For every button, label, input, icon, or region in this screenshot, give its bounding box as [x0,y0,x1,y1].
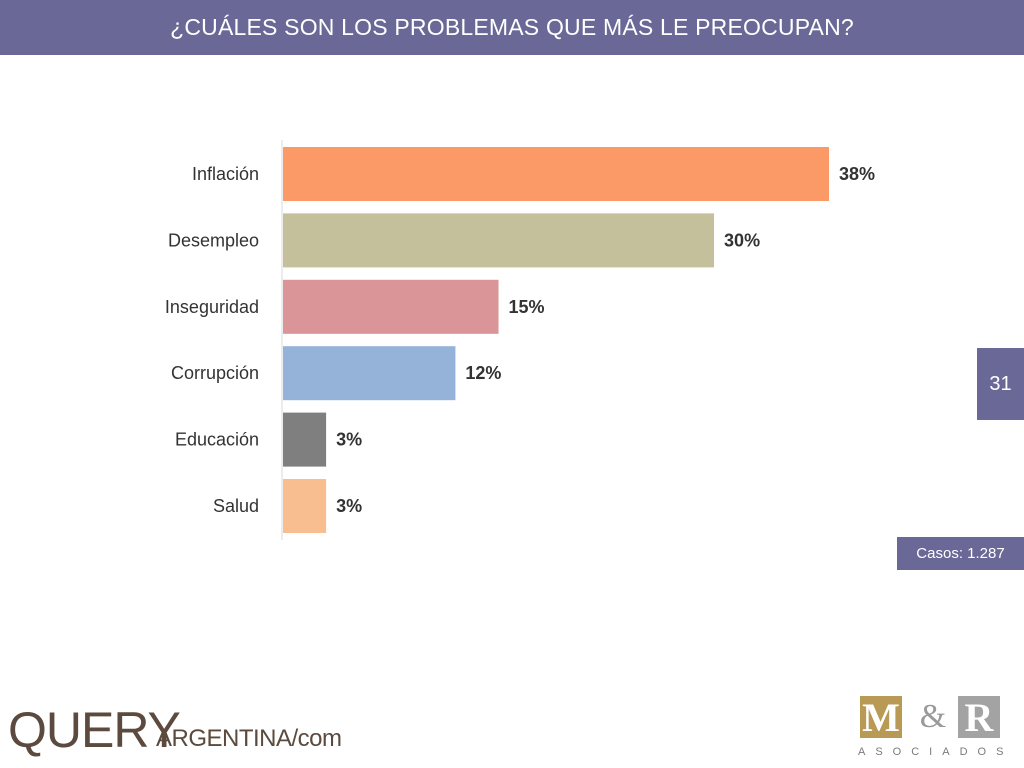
logo-mr-sub: ASOCIADOS [858,746,1014,758]
page-title: ¿CUÁLES SON LOS PROBLEMAS QUE MÁS LE PRE… [170,14,854,40]
cases-label: Casos: 1.287 [916,545,1005,562]
page-number: 31 [989,372,1012,395]
logo-query-sub: ARGENTINA/com [156,725,342,752]
page-number-badge: 31 [977,348,1024,420]
category-label: Desempleo [168,230,259,250]
bar-4 [283,412,327,467]
logo-mr-m: M [860,695,902,740]
mr-asociados-logo: M & R ASOCIADOS [858,695,1014,764]
logo-mr-r: R [958,695,1000,740]
value-label: 12% [465,363,501,383]
bar-5 [283,479,327,533]
category-label: Salud [213,496,259,516]
logo-mr-amp: & [919,698,947,735]
query-argentina-logo: QUERY ARGENTINA/com [8,700,348,760]
category-label: Inflación [192,164,259,184]
cases-badge: Casos: 1.287 [897,537,1024,570]
bar-1 [283,213,715,268]
bar-2 [283,279,499,334]
bar-0 [283,147,829,201]
header-bar: ¿CUÁLES SON LOS PROBLEMAS QUE MÁS LE PRE… [0,0,1024,55]
bar-3 [283,346,456,401]
value-label: 3% [336,496,362,516]
category-label: Educación [175,430,259,450]
category-label: Inseguridad [165,297,259,317]
value-label: 15% [509,297,545,317]
category-label: Corrupción [171,363,259,383]
value-label: 38% [839,164,875,184]
logo-query-main: QUERY [8,702,181,758]
value-label: 30% [724,230,760,250]
value-label: 3% [336,430,362,450]
